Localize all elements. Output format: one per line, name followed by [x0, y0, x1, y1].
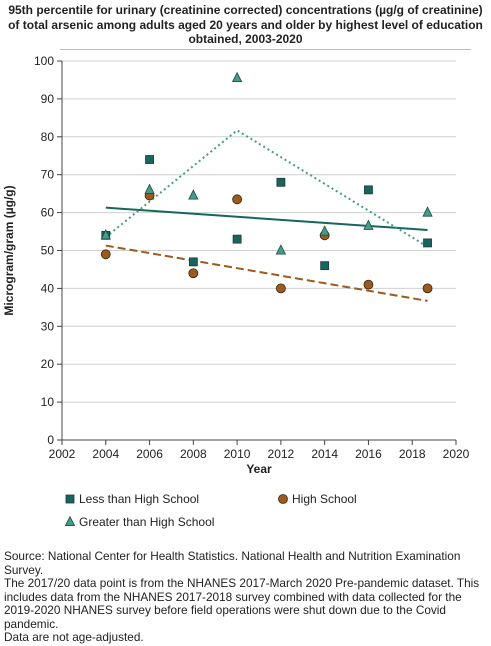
y-tick-label-80: 80: [41, 130, 55, 144]
axes: 0 10 20 30 40 50 60 70 80 90 100 2002 2004 2006 2008 20…: [2, 54, 470, 476]
legend-marker-0: [65, 494, 75, 504]
y-tick-label-30: 30: [41, 319, 55, 333]
y-tick-label-90: 90: [41, 92, 55, 106]
y-axis-title: Microgram/gram (µg/g): [2, 185, 16, 315]
point-series-1-7: [422, 283, 433, 294]
legend-label-0: Less than High School: [79, 492, 199, 506]
source-notes: Source: National Center for Health Stati…: [4, 549, 488, 645]
x-tick-label-2012: 2012: [268, 447, 295, 461]
legend-marker-1: [278, 494, 288, 504]
point-series-1-2: [188, 268, 199, 279]
x-tick-label-2018: 2018: [399, 447, 426, 461]
legend-label-1: High School: [292, 492, 357, 506]
point-series-1-4: [275, 283, 286, 294]
y-tick-label-60: 60: [41, 206, 55, 220]
point-series-2-2: [188, 189, 199, 200]
x-axis-title: Year: [246, 462, 272, 476]
point-series-0-5: [320, 261, 330, 271]
y-tick-label-100: 100: [34, 54, 54, 68]
gridlines: [62, 60, 456, 403]
trend-line-series-1: [105, 244, 428, 302]
x-tick-label-2006: 2006: [136, 447, 163, 461]
x-tick-label-2002: 2002: [49, 447, 76, 461]
chart: 0 10 20 30 40 50 60 70 80 90 100 2002 2004 2006 2008 20…: [2, 54, 470, 529]
data-points: [100, 71, 433, 294]
x-tick-label-2010: 2010: [224, 447, 251, 461]
note-age-adjustment: Data are not age-adjusted.: [4, 630, 144, 644]
point-series-0-6: [364, 185, 373, 195]
chart-title: 95th percentile for urinary (creatinine …: [8, 3, 483, 46]
x-tick-label-2016: 2016: [355, 447, 382, 461]
point-series-2-5: [319, 225, 330, 236]
point-series-2-6: [363, 219, 374, 230]
point-series-0-3: [232, 234, 242, 244]
point-series-2-3: [231, 71, 243, 83]
y-tick-label-20: 20: [41, 357, 55, 371]
legend-marker-2: [64, 515, 76, 526]
note-source: Source: National Center for Health Stati…: [4, 549, 461, 577]
y-tick-label-40: 40: [41, 281, 55, 295]
point-series-2-4: [275, 244, 287, 255]
y-tick-label-0: 0: [47, 433, 54, 447]
x-tick-label-2014: 2014: [311, 447, 338, 461]
point-series-1-0: [100, 249, 111, 260]
legend: Less than High School High School Greater …: [64, 492, 357, 529]
point-series-2-0: [100, 229, 111, 240]
trend-line-series-0: [105, 206, 428, 232]
title-divider: [60, 49, 471, 50]
trend-line-series-2: [105, 129, 429, 248]
x-tick-label-2020: 2020: [443, 447, 470, 461]
x-tick-label-2004: 2004: [92, 447, 119, 461]
point-series-1-6: [363, 279, 374, 290]
point-series-1-3: [232, 194, 243, 205]
x-tick-label-2008: 2008: [180, 447, 207, 461]
point-series-2-7: [422, 206, 433, 217]
point-series-0-1: [145, 155, 154, 164]
legend-label-2: Greater than High School: [79, 515, 214, 529]
note-dataset: The 2017/20 data point is from the NHANE…: [4, 576, 480, 631]
point-series-0-4: [276, 177, 286, 187]
y-tick-label-70: 70: [41, 168, 55, 182]
y-tick-label-10: 10: [41, 395, 55, 409]
point-series-2-1: [144, 183, 155, 194]
trend-lines: [105, 129, 429, 302]
y-tick-label-50: 50: [41, 244, 55, 258]
point-series-0-2: [188, 257, 198, 267]
point-series-0-7: [423, 238, 432, 248]
